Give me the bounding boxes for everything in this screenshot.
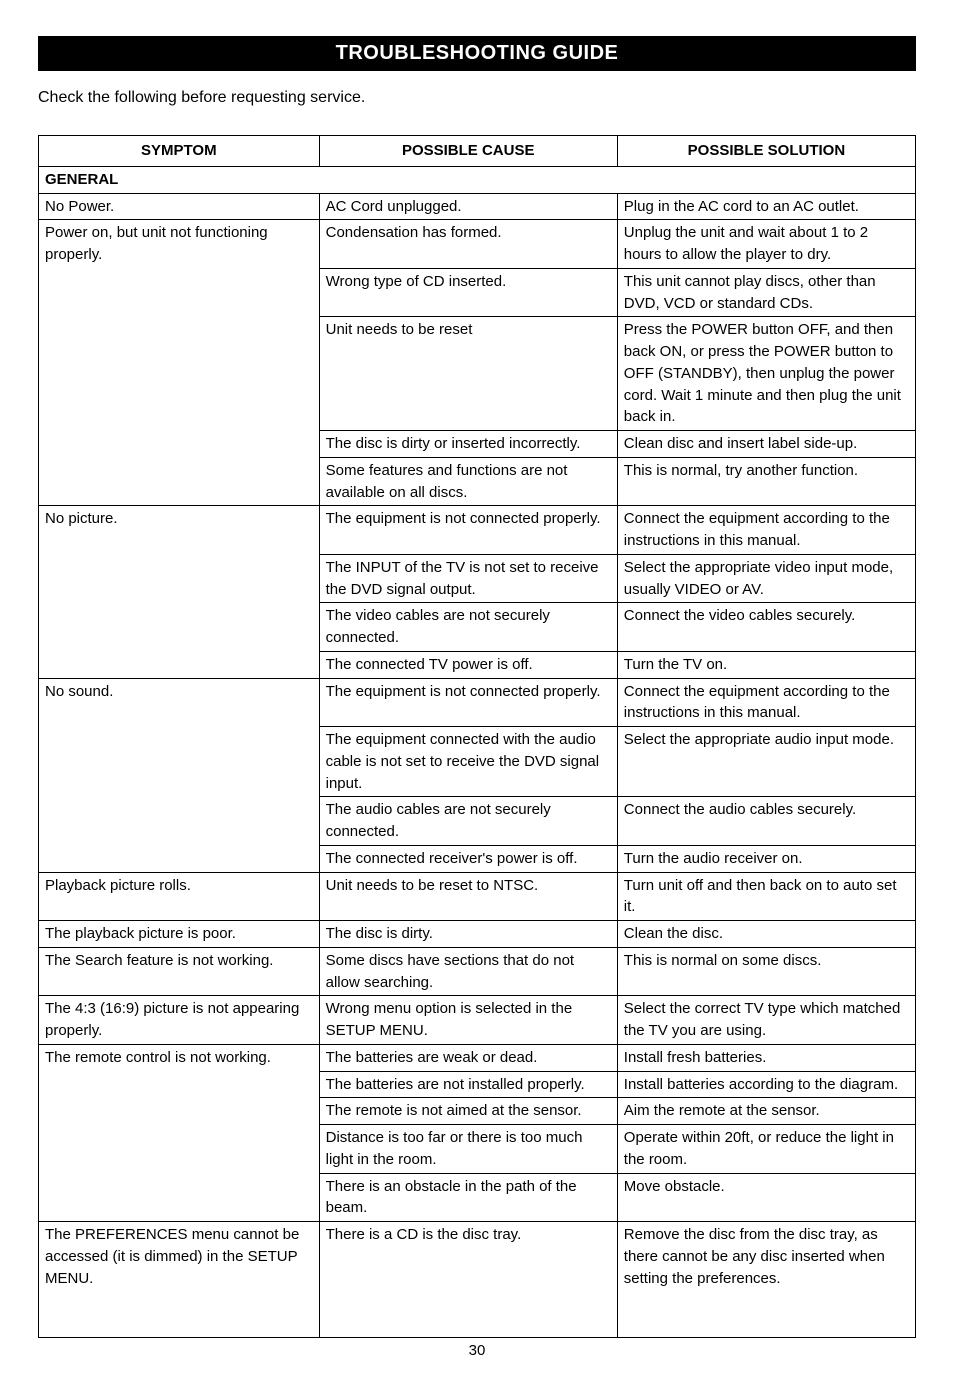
cause-cell: There is an obstacle in the path of the … (319, 1173, 617, 1222)
solution-cell: Turn unit off and then back on to auto s… (617, 872, 915, 921)
cause-cell: The connected receiver's power is off. (319, 845, 617, 872)
solution-cell: Clean disc and insert label side-up. (617, 431, 915, 458)
section-label: GENERAL (39, 166, 916, 193)
solution-cell: Operate within 20ft, or reduce the light… (617, 1125, 915, 1174)
cause-cell: Wrong menu option is selected in the SET… (319, 996, 617, 1045)
page-number: 30 (38, 1342, 916, 1359)
page-title: TROUBLESHOOTING GUIDE (38, 36, 916, 71)
table-row: No picture.The equipment is not connecte… (39, 506, 916, 555)
section-row: GENERAL (39, 166, 916, 193)
cause-cell: The video cables are not securely connec… (319, 603, 617, 652)
table-row: Power on, but unit not functioning prope… (39, 220, 916, 269)
cause-cell: Some discs have sections that do not all… (319, 947, 617, 996)
cause-cell: The equipment is not connected properly. (319, 506, 617, 555)
table-row: The PREFERENCES menu cannot be accessed … (39, 1222, 916, 1338)
header-cause: POSSIBLE CAUSE (319, 136, 617, 167)
symptom-cell: No Power. (39, 193, 320, 220)
solution-cell: Select the appropriate video input mode,… (617, 554, 915, 603)
cause-cell: Distance is too far or there is too much… (319, 1125, 617, 1174)
cause-cell: The disc is dirty or inserted incorrectl… (319, 431, 617, 458)
cause-cell: Unit needs to be reset (319, 317, 617, 431)
table-row: The Search feature is not working.Some d… (39, 947, 916, 996)
symptom-cell: The playback picture is poor. (39, 921, 320, 948)
cause-cell: The INPUT of the TV is not set to receiv… (319, 554, 617, 603)
symptom-cell: Power on, but unit not functioning prope… (39, 220, 320, 506)
cause-cell: Unit needs to be reset to NTSC. (319, 872, 617, 921)
table-header-row: SYMPTOM POSSIBLE CAUSE POSSIBLE SOLUTION (39, 136, 916, 167)
symptom-cell: The Search feature is not working. (39, 947, 320, 996)
solution-cell: This is normal on some discs. (617, 947, 915, 996)
intro-text: Check the following before requesting se… (38, 89, 916, 107)
cause-cell: There is a CD is the disc tray. (319, 1222, 617, 1338)
solution-cell: Clean the disc. (617, 921, 915, 948)
solution-cell: Aim the remote at the sensor. (617, 1098, 915, 1125)
solution-cell: Remove the disc from the disc tray, as t… (617, 1222, 915, 1338)
header-solution: POSSIBLE SOLUTION (617, 136, 915, 167)
solution-cell: This is normal, try another function. (617, 457, 915, 506)
cause-cell: AC Cord unplugged. (319, 193, 617, 220)
symptom-cell: The 4:3 (16:9) picture is not appearing … (39, 996, 320, 1045)
solution-cell: Press the POWER button OFF, and then bac… (617, 317, 915, 431)
solution-cell: Connect the equipment according to the i… (617, 506, 915, 555)
table-row: The 4:3 (16:9) picture is not appearing … (39, 996, 916, 1045)
table-row: The remote control is not working.The ba… (39, 1044, 916, 1071)
cause-cell: Some features and functions are not avai… (319, 457, 617, 506)
solution-cell: Install fresh batteries. (617, 1044, 915, 1071)
symptom-cell: The remote control is not working. (39, 1044, 320, 1221)
cause-cell: The remote is not aimed at the sensor. (319, 1098, 617, 1125)
cause-cell: Condensation has formed. (319, 220, 617, 269)
cause-cell: The batteries are not installed properly… (319, 1071, 617, 1098)
solution-cell: Unplug the unit and wait about 1 to 2 ho… (617, 220, 915, 269)
troubleshooting-table: SYMPTOM POSSIBLE CAUSE POSSIBLE SOLUTION… (38, 135, 916, 1338)
solution-cell: Connect the audio cables securely. (617, 797, 915, 846)
symptom-cell: The PREFERENCES menu cannot be accessed … (39, 1222, 320, 1338)
solution-cell: This unit cannot play discs, other than … (617, 268, 915, 317)
table-row: No Power.AC Cord unplugged.Plug in the A… (39, 193, 916, 220)
symptom-cell: Playback picture rolls. (39, 872, 320, 921)
cause-cell: Wrong type of CD inserted. (319, 268, 617, 317)
solution-cell: Connect the equipment according to the i… (617, 678, 915, 727)
solution-cell: Turn the TV on. (617, 651, 915, 678)
solution-cell: Install batteries according to the diagr… (617, 1071, 915, 1098)
cause-cell: The equipment connected with the audio c… (319, 727, 617, 797)
solution-cell: Select the appropriate audio input mode. (617, 727, 915, 797)
table-row: The playback picture is poor.The disc is… (39, 921, 916, 948)
solution-cell: Plug in the AC cord to an AC outlet. (617, 193, 915, 220)
cause-cell: The equipment is not connected properly. (319, 678, 617, 727)
solution-cell: Select the correct TV type which matched… (617, 996, 915, 1045)
cause-cell: The audio cables are not securely connec… (319, 797, 617, 846)
solution-cell: Turn the audio receiver on. (617, 845, 915, 872)
table-row: No sound.The equipment is not connected … (39, 678, 916, 727)
solution-cell: Move obstacle. (617, 1173, 915, 1222)
table-row: Playback picture rolls.Unit needs to be … (39, 872, 916, 921)
cause-cell: The disc is dirty. (319, 921, 617, 948)
symptom-cell: No picture. (39, 506, 320, 678)
solution-cell: Connect the video cables securely. (617, 603, 915, 652)
cause-cell: The batteries are weak or dead. (319, 1044, 617, 1071)
cause-cell: The connected TV power is off. (319, 651, 617, 678)
header-symptom: SYMPTOM (39, 136, 320, 167)
symptom-cell: No sound. (39, 678, 320, 872)
